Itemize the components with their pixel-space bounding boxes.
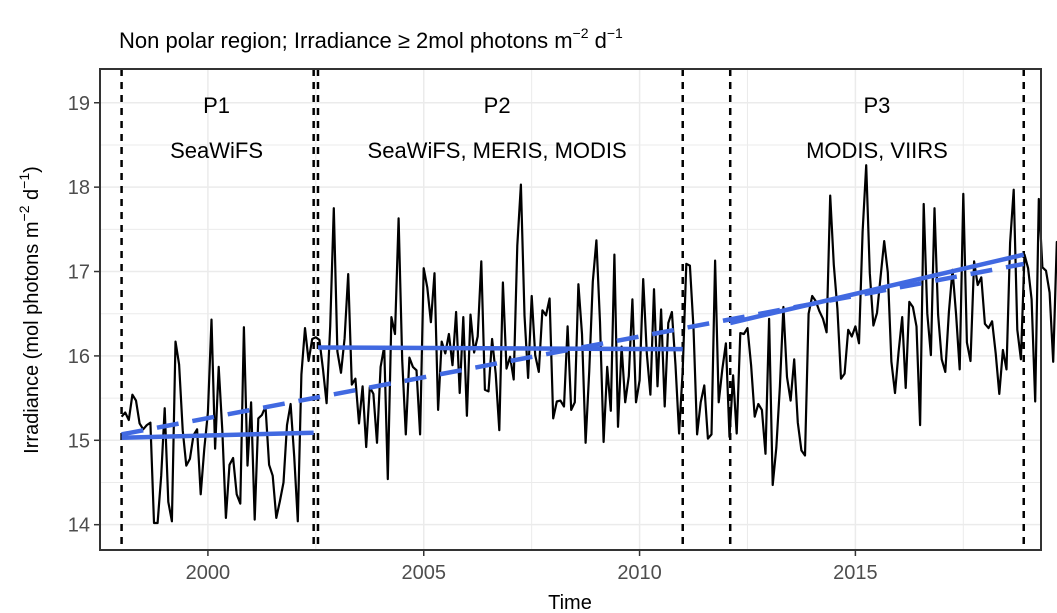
period-sensors-label: SeaWiFS — [170, 138, 263, 163]
x-axis-title: Time — [548, 592, 592, 613]
period-label: P1 — [203, 93, 230, 118]
period-label: P2 — [484, 93, 511, 118]
title-part-symbol: ≥ — [398, 28, 410, 53]
title-part-after: d — [589, 28, 607, 53]
period-trend-line — [121, 430, 314, 441]
y-axis-title: Irradiance (mol photons m−2 d−1) — [16, 166, 43, 454]
chart-title: Non polar region; Irradiance ≥ 2mol phot… — [119, 25, 623, 53]
plot-border — [99, 68, 1042, 551]
irradiance-series — [120, 164, 1057, 525]
period-trend-line — [317, 345, 683, 352]
title-part-middle: 2mol photons m — [410, 28, 573, 53]
title-part-before: Non polar region; Irradiance — [119, 28, 398, 53]
period-sensors-label: MODIS, VIIRS — [806, 138, 948, 163]
ylabel-part-after: ) — [21, 166, 43, 173]
x-tick-label: 2015 — [833, 562, 878, 584]
ylabel-part-sup1: −2 — [16, 205, 32, 221]
ylabel-part-middle: d — [21, 189, 43, 206]
x-tick-label: 2005 — [401, 562, 446, 584]
period-sensors-label: SeaWiFS, MERIS, MODIS — [368, 138, 627, 163]
y-tick-label: 16 — [68, 346, 90, 368]
period-boundaries — [120, 69, 1025, 550]
x-axis-ticks: 2000 2005 2010 2015 — [186, 550, 878, 584]
period-labels: P1 SeaWiFS P2 SeaWiFS, MERIS, MODIS P3 MODIS,… — [170, 93, 948, 163]
x-tick-label: 2000 — [186, 562, 231, 584]
ylabel-part-sup2: −1 — [16, 173, 32, 189]
title-part-sup2: −1 — [607, 25, 623, 41]
y-tick-label: 18 — [68, 177, 90, 199]
x-tick-label: 2010 — [617, 562, 662, 584]
y-tick-label: 14 — [68, 515, 90, 537]
y-tick-label: 17 — [68, 262, 90, 284]
y-axis-ticks: 14 15 16 17 18 19 — [68, 93, 100, 537]
trend-lines — [121, 252, 1025, 441]
irradiance-line — [120, 164, 1057, 525]
ylabel-part-before: Irradiance (mol photons m — [21, 221, 43, 453]
overall-trend-line — [121, 261, 1025, 437]
y-tick-label: 19 — [68, 93, 90, 115]
period-label: P3 — [864, 93, 891, 118]
title-part-sup1: −2 — [573, 25, 589, 41]
chart-title-text: Non polar region; Irradiance ≥ 2mol phot… — [119, 25, 623, 53]
y-tick-label: 15 — [68, 430, 90, 452]
grid-lines — [99, 69, 1041, 550]
